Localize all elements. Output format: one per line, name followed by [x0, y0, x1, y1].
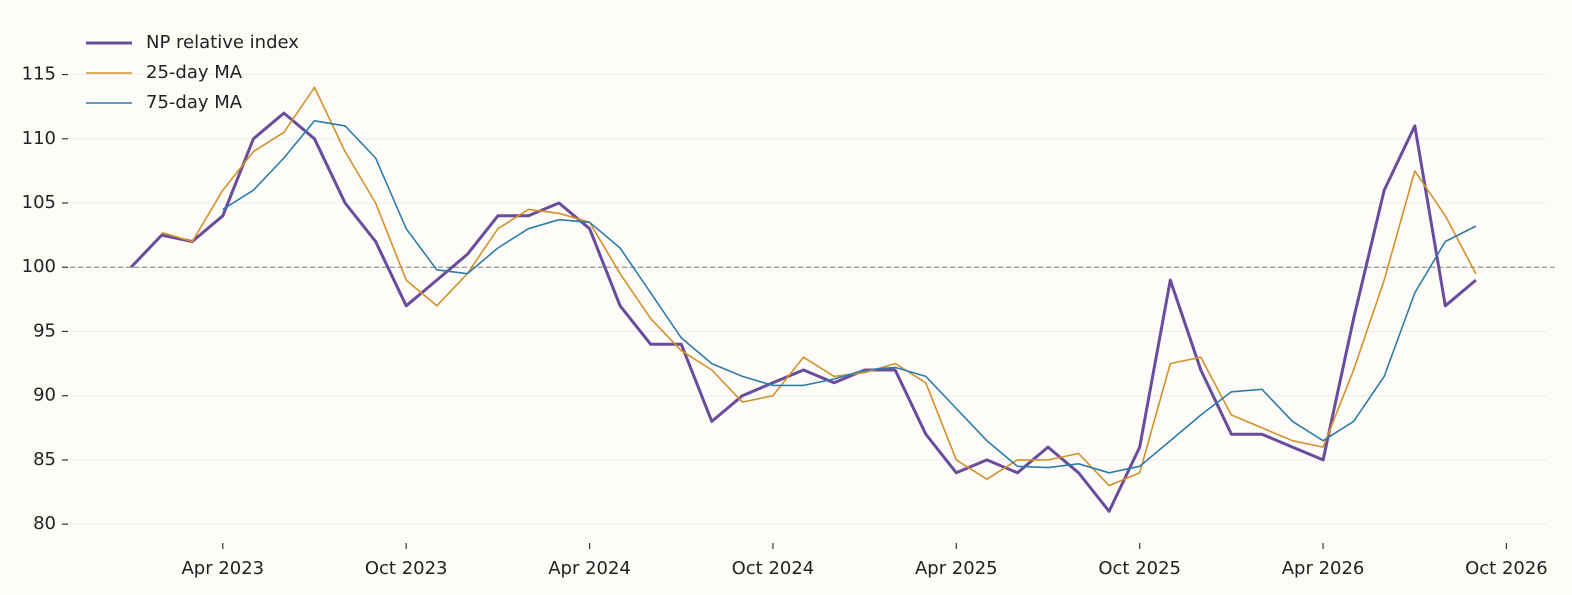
legend-label: 25-day MA — [146, 62, 243, 83]
y-tick-label: 100 — [22, 256, 56, 277]
x-tick-label: Oct 2025 — [1098, 558, 1181, 579]
legend-label: 75-day MA — [146, 92, 243, 113]
y-tick-label: 110 — [22, 128, 56, 149]
series-line — [161, 86, 1477, 487]
x-tick-label: Apr 2023 — [181, 558, 264, 579]
y-tick-label: 85 — [33, 449, 56, 470]
x-tick-label: Oct 2026 — [1465, 558, 1548, 579]
series-line — [130, 111, 1477, 513]
y-tick-label: 105 — [22, 192, 56, 213]
x-tick-label: Apr 2026 — [1282, 558, 1365, 579]
x-tick-label: Oct 2023 — [365, 558, 448, 579]
x-tick-label: Apr 2025 — [915, 558, 998, 579]
y-tick-label: 80 — [33, 513, 56, 534]
y-tick-label: 90 — [33, 385, 56, 406]
x-tick-label: Oct 2024 — [732, 558, 815, 579]
legend-label: NP relative index — [146, 32, 299, 53]
y-tick-label: 115 — [22, 64, 56, 85]
series-line — [222, 120, 1477, 474]
y-tick-label: 95 — [33, 320, 56, 341]
x-tick-label: Apr 2024 — [548, 558, 631, 579]
